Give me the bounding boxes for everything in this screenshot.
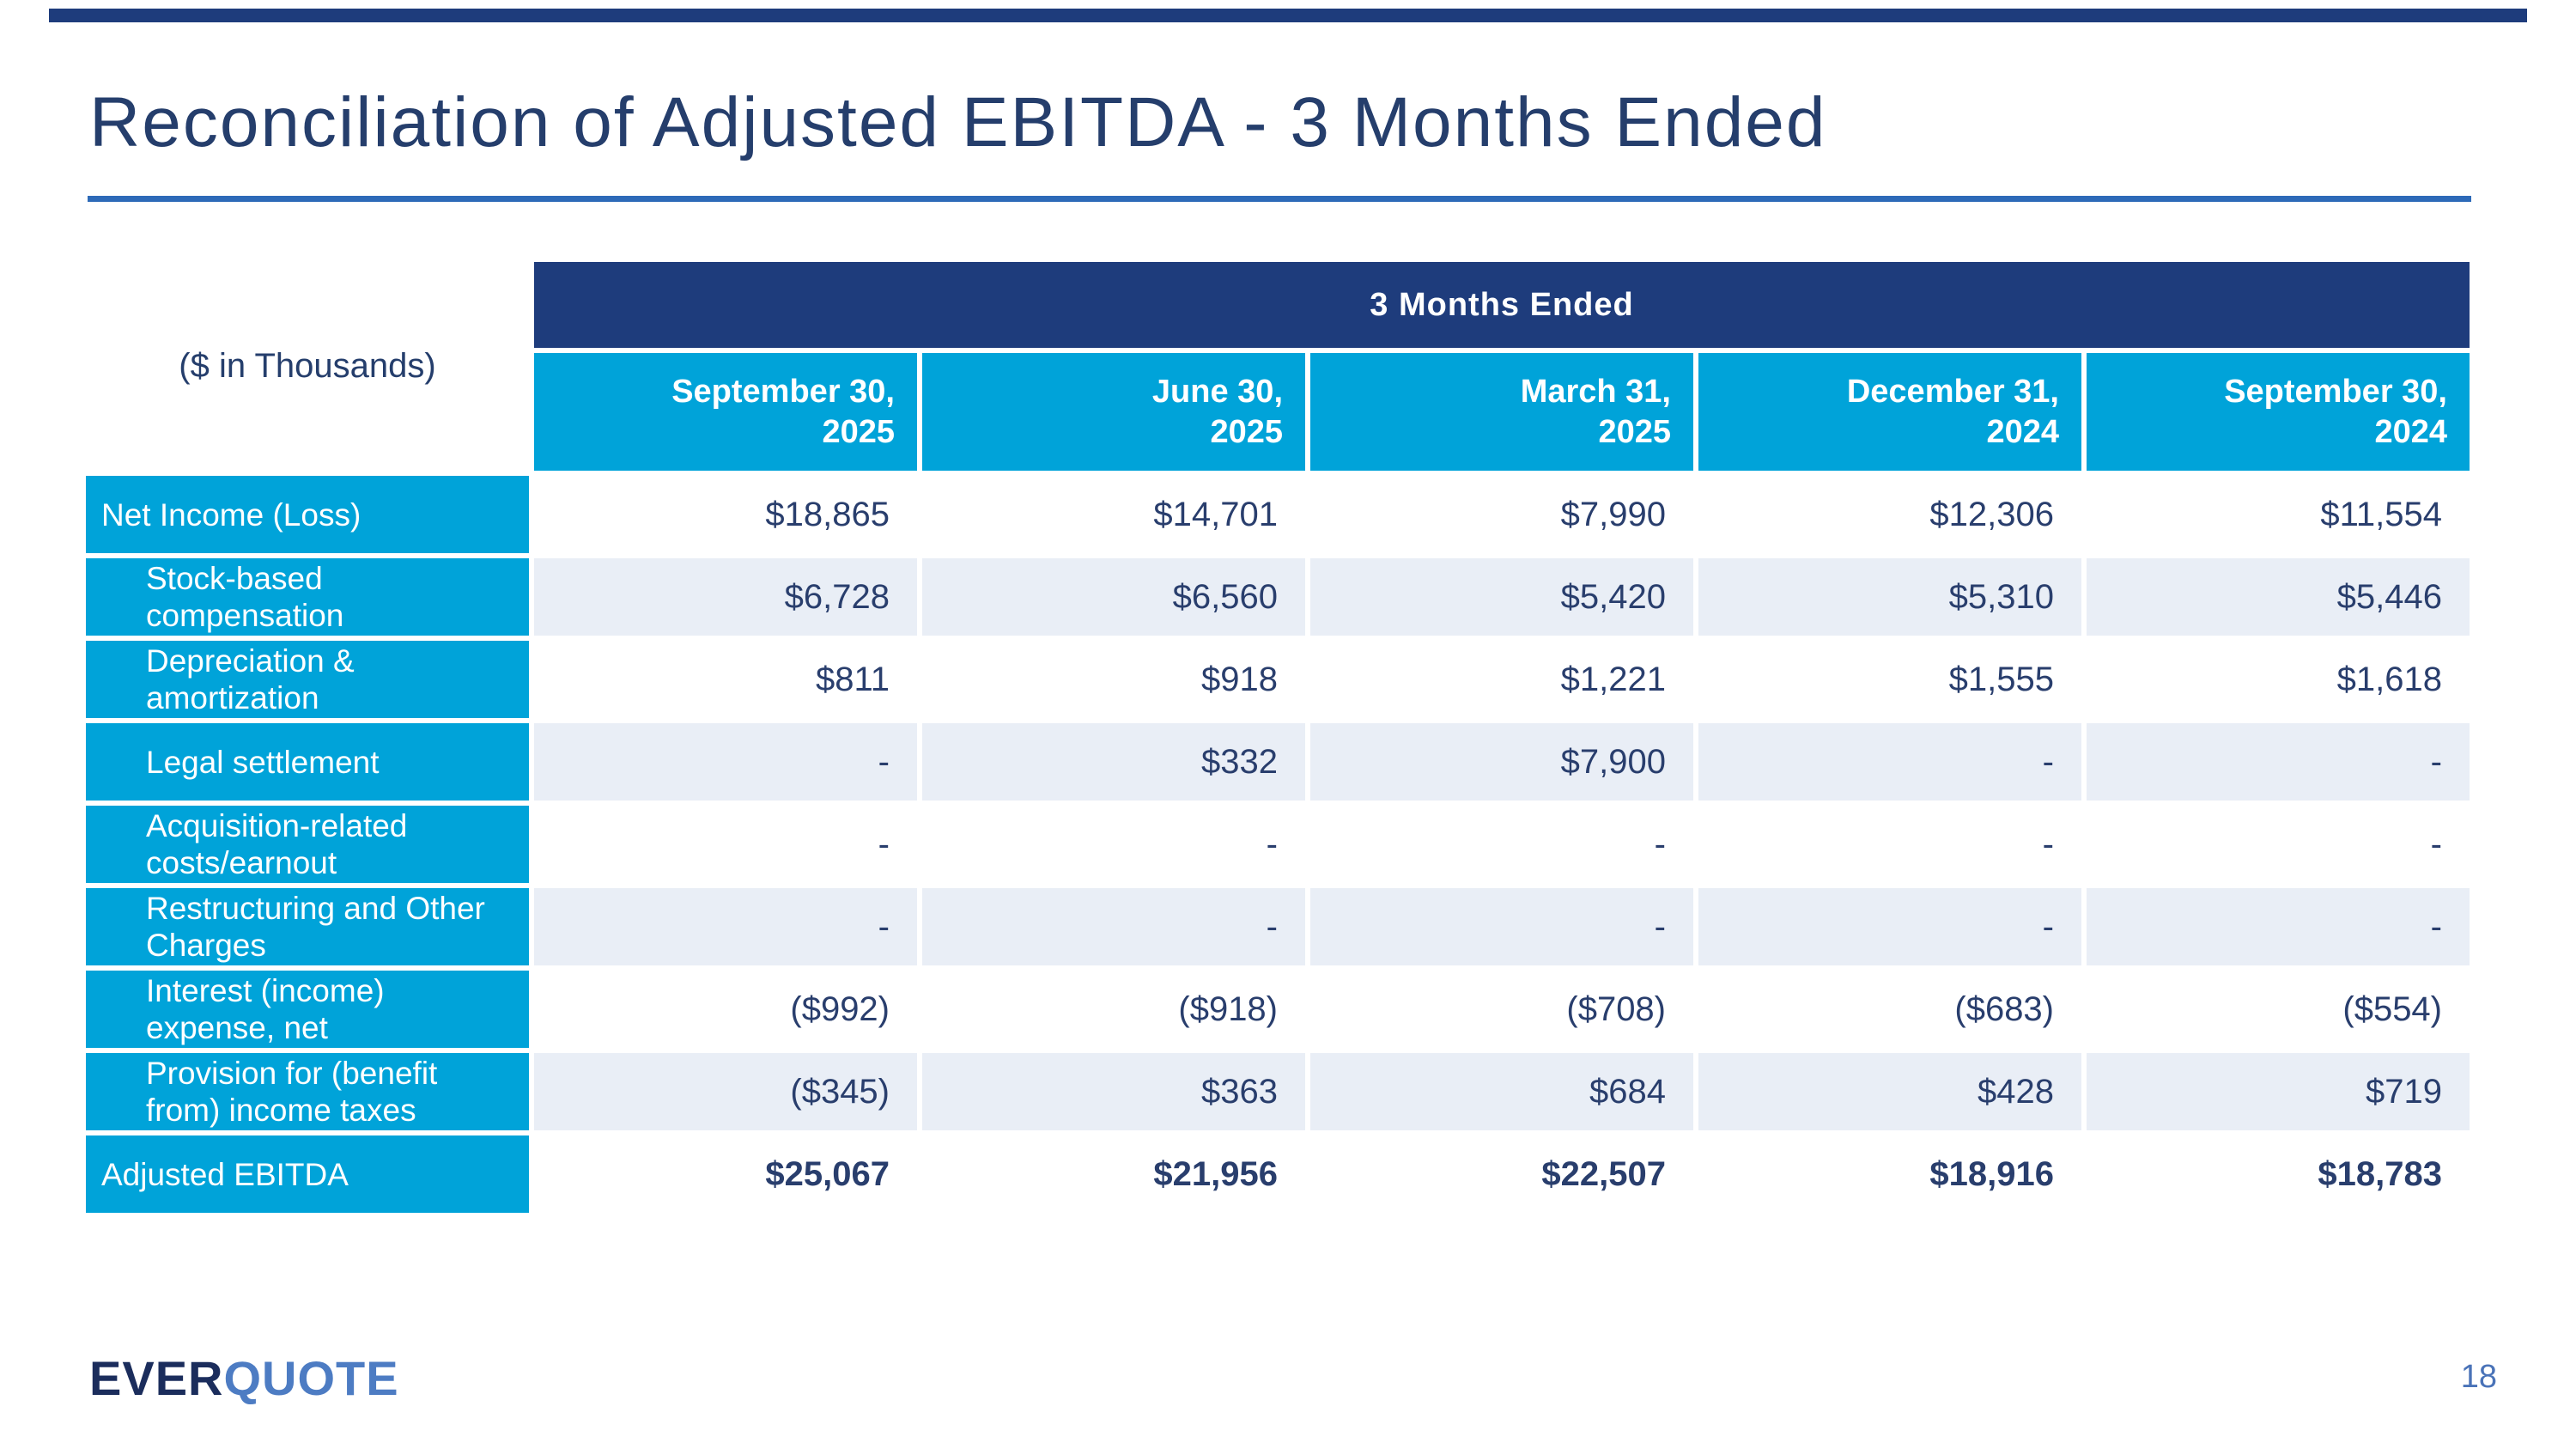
value-cell: - xyxy=(2087,723,2470,801)
value-cell: $719 xyxy=(2087,1053,2470,1130)
column-header-year: 2025 xyxy=(822,413,895,450)
value-cell: $6,728 xyxy=(534,558,917,636)
value-cell: $18,865 xyxy=(765,495,890,533)
value-cell: $5,420 xyxy=(1310,558,1693,636)
logo-ever-text: EVER xyxy=(89,1351,224,1405)
column-header-year: 2024 xyxy=(2374,413,2447,450)
row-label-acquisition-related: Acquisition-related costs/earnout xyxy=(86,806,529,883)
value-cell-total: $22,507 xyxy=(1541,1154,1666,1193)
value-cell: - xyxy=(2087,888,2470,965)
value-cell: ($992) xyxy=(790,989,890,1028)
value-cell: - xyxy=(1654,825,1666,863)
value-cell: $918 xyxy=(1201,660,1278,698)
value-cell: - xyxy=(922,888,1305,965)
value-cell: - xyxy=(534,723,917,801)
value-cell: - xyxy=(2430,825,2442,863)
value-cell: $7,900 xyxy=(1310,723,1693,801)
row-label-depreciation-amortization: Depreciation & amortization xyxy=(86,641,529,718)
value-cell-total: $25,067 xyxy=(765,1154,890,1193)
value-cell: $5,310 xyxy=(1698,558,2081,636)
value-cell: - xyxy=(1310,888,1693,965)
column-header-sep-2024: September 30, 2024 xyxy=(2087,353,2470,471)
column-header-date: September 30, xyxy=(2224,373,2447,410)
value-cell: $5,446 xyxy=(2087,558,2470,636)
value-cell: $11,554 xyxy=(2320,495,2442,533)
value-cell: ($683) xyxy=(1954,989,2054,1028)
value-cell: $363 xyxy=(922,1053,1305,1130)
value-cell: ($345) xyxy=(534,1053,917,1130)
column-header-sep-2025: September 30, 2025 xyxy=(534,353,917,471)
column-header-dec-2024: December 31, 2024 xyxy=(1698,353,2081,471)
top-accent-bar xyxy=(49,9,2527,22)
value-cell: - xyxy=(1698,723,2081,801)
value-cell: ($918) xyxy=(1178,989,1278,1028)
value-cell: $332 xyxy=(922,723,1305,801)
value-cell-total: $18,783 xyxy=(2318,1154,2442,1193)
page-number: 18 xyxy=(2460,1359,2497,1395)
table-banner: 3 Months Ended xyxy=(534,262,2470,348)
column-header-year: 2024 xyxy=(1986,413,2059,450)
value-cell: $1,221 xyxy=(1560,660,1666,698)
value-cell: - xyxy=(1266,825,1278,863)
value-cell: - xyxy=(534,888,917,965)
value-cell: - xyxy=(2042,825,2054,863)
page-title: Reconciliation of Adjusted EBITDA - 3 Mo… xyxy=(89,83,1827,161)
value-cell: - xyxy=(878,825,890,863)
row-label-net-income: Net Income (Loss) xyxy=(86,476,529,553)
value-cell: ($708) xyxy=(1566,989,1666,1028)
column-header-date: December 31, xyxy=(1846,373,2059,410)
units-label: ($ in Thousands) xyxy=(179,347,436,385)
column-header-mar-2025: March 31, 2025 xyxy=(1310,353,1693,471)
column-header-jun-2025: June 30, 2025 xyxy=(922,353,1305,471)
ebitda-reconciliation-table: ($ in Thousands) 3 Months Ended Septembe… xyxy=(86,262,2470,1213)
value-cell-total: $18,916 xyxy=(1929,1154,2054,1193)
logo-quote-text: QUOTE xyxy=(223,1351,399,1405)
column-header-year: 2025 xyxy=(1598,413,1671,450)
everquote-logo: EVERQUOTE xyxy=(89,1350,399,1406)
value-cell: $1,618 xyxy=(2336,660,2442,698)
value-cell: $684 xyxy=(1310,1053,1693,1130)
value-cell: $6,560 xyxy=(922,558,1305,636)
value-cell: $7,990 xyxy=(1560,495,1666,533)
row-label-stock-based-compensation: Stock-based compensation xyxy=(86,558,529,636)
row-label-restructuring: Restructuring and Other Charges xyxy=(86,888,529,965)
row-label-adjusted-ebitda: Adjusted EBITDA xyxy=(86,1135,529,1213)
value-cell: $1,555 xyxy=(1948,660,2054,698)
value-cell: $428 xyxy=(1698,1053,2081,1130)
value-cell: $14,701 xyxy=(1153,495,1278,533)
title-underline xyxy=(88,196,2471,202)
value-cell-total: $21,956 xyxy=(1153,1154,1278,1193)
row-label-interest-income-expense: Interest (income) expense, net xyxy=(86,971,529,1048)
column-header-date: June 30, xyxy=(1151,373,1283,410)
value-cell: ($554) xyxy=(2342,989,2442,1028)
column-header-year: 2025 xyxy=(1210,413,1283,450)
row-label-legal-settlement: Legal settlement xyxy=(86,723,529,801)
value-cell: $12,306 xyxy=(1929,495,2054,533)
column-header-date: September 30, xyxy=(671,373,895,410)
value-cell: $811 xyxy=(815,660,890,698)
column-header-date: March 31, xyxy=(1520,373,1671,410)
value-cell: - xyxy=(1698,888,2081,965)
row-label-provision-income-taxes: Provision for (benefit from) income taxe… xyxy=(86,1053,529,1130)
